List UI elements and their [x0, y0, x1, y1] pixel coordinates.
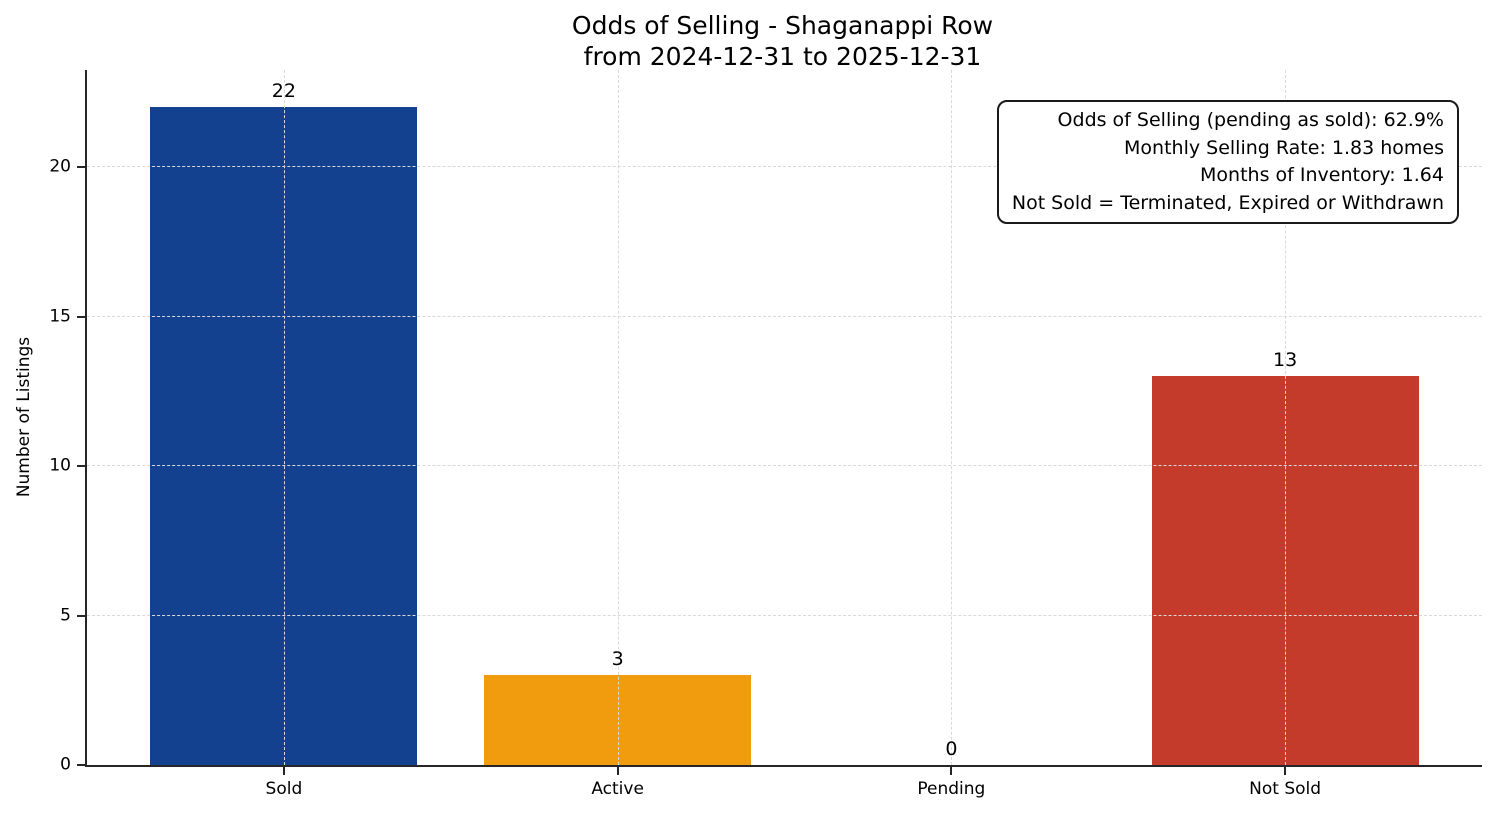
bar-value-label: 13: [1273, 349, 1298, 372]
bar-value-label: 3: [611, 648, 624, 671]
x-tick-label: Active: [591, 779, 644, 799]
y-tick-label: 15: [49, 306, 71, 327]
y-tick-mark: [77, 315, 85, 318]
y-tick-mark: [77, 614, 85, 617]
plot-area: 22 3 0 13 0 5 10 15 20 Sold Active Pending Not Sold…: [49, 70, 1482, 799]
bar-value-label: 22: [271, 80, 296, 103]
y-tick-label: 10: [49, 455, 71, 476]
bar-active: [484, 675, 752, 765]
x-tick-label: Sold: [265, 779, 303, 799]
chart-subtitle: from 2024-12-31 to 2025-12-31: [583, 42, 982, 71]
y-tick-mark: [77, 764, 85, 766]
y-tick-label: 5: [60, 605, 71, 626]
chart-title: Odds of Selling - Shaganappi Row: [571, 11, 994, 40]
y-tick-mark: [77, 465, 85, 468]
v-gridline: [951, 70, 953, 765]
annotation-line: Monthly Selling Rate: 1.83 homes: [1124, 136, 1444, 159]
annotation-line: Months of Inventory: 1.64: [1200, 164, 1444, 186]
x-tick-mark: [950, 767, 953, 775]
stats-annotation-box: Odds of Selling (pending as sold): 62.9%…: [996, 100, 1459, 224]
x-tick-label: Pending: [917, 779, 986, 799]
bar-sold: [150, 107, 418, 765]
y-tick-label: 0: [60, 754, 71, 775]
x-tick-label: Not Sold: [1249, 779, 1322, 799]
y-axis-label: Number of Listings: [14, 336, 34, 498]
x-tick-mark: [282, 767, 285, 775]
y-tick-mark: [77, 166, 85, 169]
bar-not-sold: [1151, 376, 1419, 765]
annotation-line: Not Sold = Terminated, Expired or Withdr…: [1011, 191, 1444, 214]
x-tick-mark: [616, 767, 619, 775]
bar-value-label: 0: [945, 738, 958, 760]
chart-title-block: Odds of Selling - Shaganappi Row from 20…: [85, 10, 1480, 72]
y-tick-label: 20: [49, 156, 71, 177]
annotation-line: Odds of Selling (pending as sold): 62.9%: [1057, 109, 1444, 131]
x-tick-mark: [1284, 767, 1287, 775]
